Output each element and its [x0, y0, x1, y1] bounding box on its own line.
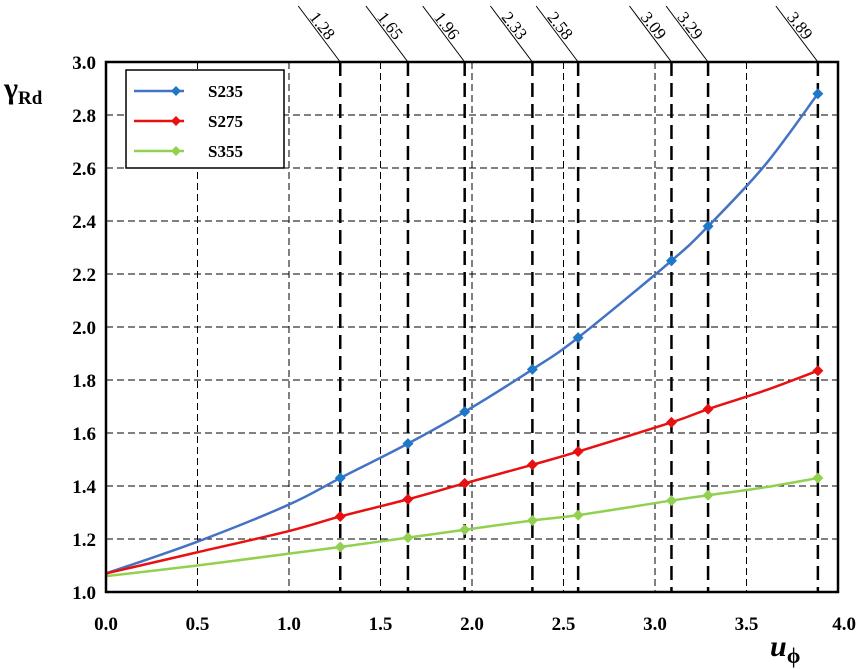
- data-point-s235: [665, 255, 677, 267]
- y-tick-label: 2.0: [72, 318, 96, 339]
- reference-leader-line: [535, 5, 579, 63]
- data-point-s235: [459, 406, 471, 418]
- x-tick-label: 2.5: [552, 614, 576, 635]
- data-point-s355: [459, 524, 471, 536]
- reference-line-label: 3.09: [637, 8, 670, 43]
- reference-leader-line: [629, 5, 672, 63]
- legend-box: [125, 69, 285, 169]
- x-tick-label: 1.5: [369, 614, 393, 635]
- data-point-s275: [665, 416, 677, 428]
- series-line-s235: [105, 93, 819, 575]
- legend-swatch-marker: [171, 86, 181, 96]
- data-point-s235: [334, 472, 346, 484]
- data-point-s355: [572, 509, 584, 521]
- legend-label: S275: [208, 112, 243, 131]
- reference-leader-line: [365, 5, 409, 63]
- legend-swatch-marker: [171, 146, 181, 156]
- data-point-s275: [702, 403, 714, 415]
- y-tick-label: 2.4: [72, 212, 96, 233]
- series-markers: [334, 88, 824, 553]
- legend-label: S235: [208, 82, 243, 101]
- data-point-s235: [702, 220, 714, 232]
- data-point-s275: [402, 493, 414, 505]
- x-tick-labels: 0.0 0.5 1.0 1.5 2.0 2.5 3.0 3.5 4.0: [94, 614, 856, 635]
- data-point-s355: [665, 495, 677, 507]
- x-tick-label: 0.5: [186, 614, 210, 635]
- y-tick-label: 2.6: [72, 159, 96, 180]
- data-point-s275: [459, 477, 471, 489]
- y-tick-labels: 1.0 1.2 1.4 1.6 1.8 2.0 2.2 2.4 2.6 2.8 3.0: [72, 53, 96, 604]
- reference-leader-line: [489, 5, 533, 63]
- data-point-s355: [334, 541, 346, 553]
- x-tick-label: 4.0: [832, 614, 856, 635]
- data-point-s275: [334, 510, 346, 522]
- y-tick-label: 1.4: [72, 477, 96, 498]
- data-point-s275: [526, 459, 538, 471]
- y-tick-label: 1.6: [72, 424, 96, 445]
- x-tick-label: 2.0: [460, 614, 484, 635]
- y-axis-title: γRd: [3, 72, 43, 109]
- data-point-s355: [812, 472, 824, 484]
- data-point-s235: [572, 332, 584, 344]
- legend: S235 S275 S355: [125, 69, 285, 169]
- reference-line-labels: 1.28 1.65 1.96 2.33 2.58 3.09 3.29 3.89: [297, 5, 819, 63]
- data-point-s235: [402, 438, 414, 450]
- grid-lines: [106, 62, 838, 592]
- reference-line-label: 1.28: [306, 8, 339, 43]
- reference-line-label: 2.33: [498, 8, 531, 43]
- y-tick-label: 2.2: [72, 265, 96, 286]
- x-tick-label: 3.5: [735, 614, 759, 635]
- y-tick-label: 1.8: [72, 371, 96, 392]
- legend-label: S355: [208, 142, 243, 161]
- data-point-s235: [812, 88, 824, 100]
- x-axis-title: uϕ: [770, 630, 800, 668]
- data-point-s355: [702, 489, 714, 501]
- reference-line-label: 1.96: [430, 8, 463, 43]
- x-tick-label: 0.0: [94, 614, 118, 635]
- reference-line-label: 3.29: [673, 8, 706, 43]
- data-point-s275: [812, 365, 824, 377]
- y-tick-label: 1.2: [72, 530, 96, 551]
- y-tick-label: 2.8: [72, 106, 96, 127]
- y-tick-label: 3.0: [72, 53, 96, 74]
- y-axis-subscript: Rd: [18, 88, 43, 109]
- x-axis-symbol: u: [770, 630, 787, 663]
- reference-line-label: 2.58: [544, 8, 577, 43]
- plot-frame: [104, 60, 840, 594]
- data-point-s235: [526, 363, 538, 375]
- data-point-s355: [402, 532, 414, 544]
- reference-leader-line: [297, 5, 341, 63]
- data-point-s355: [526, 514, 538, 526]
- y-axis-symbol: γ: [3, 72, 18, 105]
- y-tick-label: 1.0: [72, 583, 96, 604]
- legend-swatch-marker: [171, 116, 181, 126]
- x-axis-subscript: ϕ: [787, 643, 801, 668]
- x-tick-label: 3.0: [643, 614, 667, 635]
- series-line-s275: [105, 369, 819, 575]
- x-tick-label: 1.0: [277, 614, 301, 635]
- data-point-s275: [572, 446, 584, 458]
- reference-line-label: 1.65: [373, 8, 406, 43]
- reference-line-label: 3.89: [783, 8, 816, 43]
- reference-leader-line: [422, 5, 466, 63]
- reference-leader-line: [665, 5, 709, 63]
- reference-leader-line: [775, 5, 819, 63]
